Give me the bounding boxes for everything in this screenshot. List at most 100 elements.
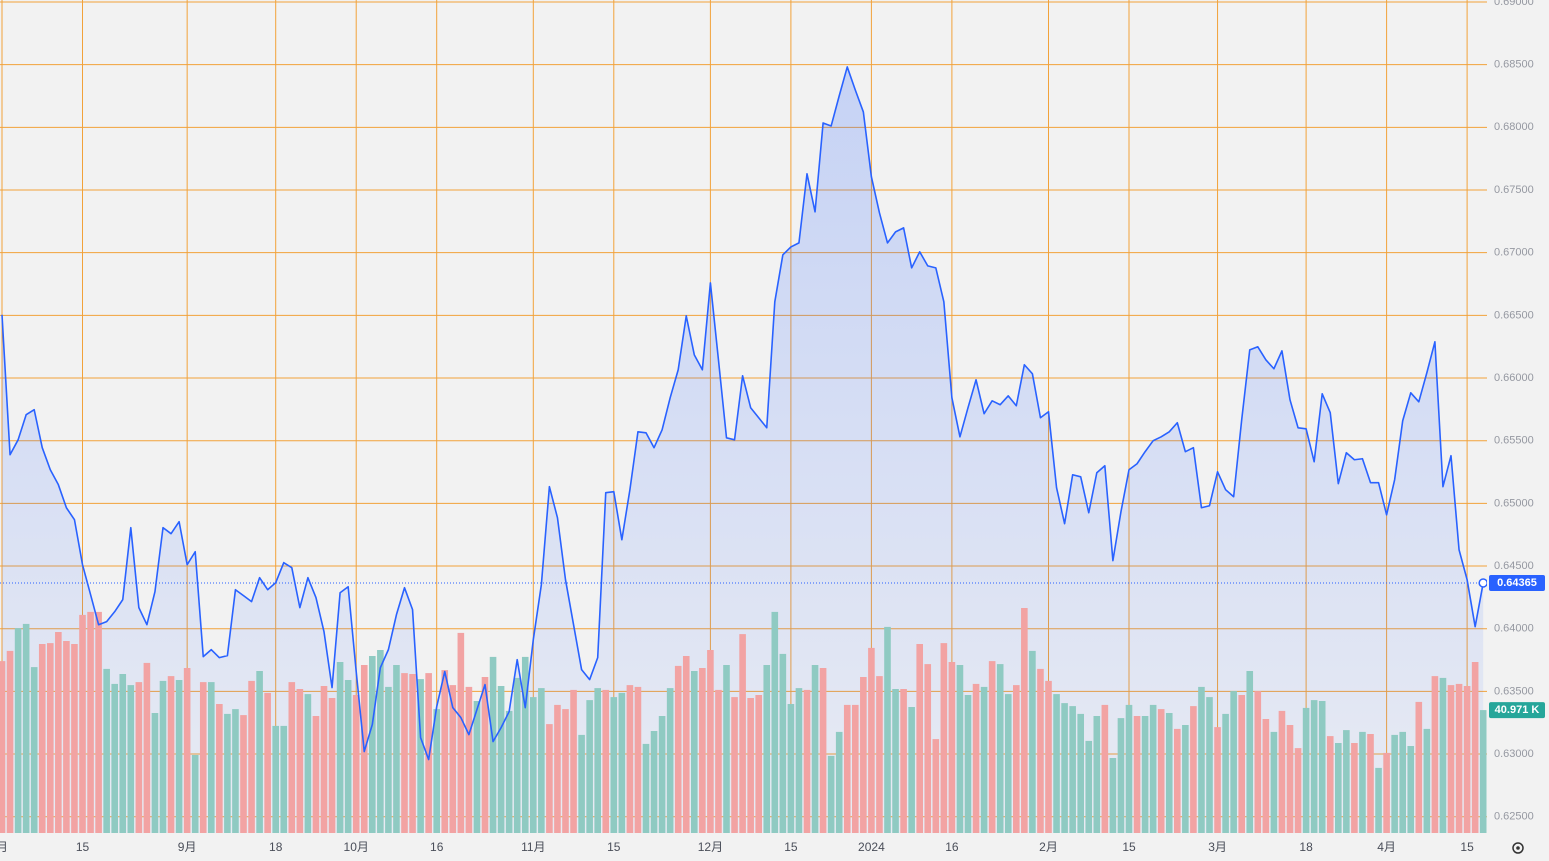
volume-bar bbox=[191, 755, 199, 833]
volume-bar bbox=[1206, 697, 1213, 833]
volume-bar bbox=[1262, 719, 1270, 833]
volume-bar bbox=[1415, 701, 1423, 833]
volume-bar bbox=[216, 704, 223, 833]
volume-bar bbox=[425, 673, 432, 833]
volume-bar bbox=[1479, 710, 1487, 833]
volume-bar bbox=[1278, 710, 1286, 833]
volume-bar bbox=[1359, 731, 1366, 833]
volume-bar bbox=[336, 662, 344, 833]
volume-bar bbox=[489, 656, 497, 833]
volume-bar bbox=[95, 611, 102, 833]
volume-bar bbox=[1198, 686, 1205, 833]
volume-bar bbox=[860, 677, 867, 833]
volume-bar bbox=[1246, 671, 1254, 833]
volume-bar bbox=[1069, 706, 1076, 833]
volume-bar bbox=[1463, 686, 1471, 833]
volume-bar bbox=[208, 682, 215, 833]
volume-bar bbox=[827, 755, 835, 833]
volume-bar bbox=[1174, 728, 1181, 833]
x-tick-label: 3月 bbox=[1208, 840, 1227, 854]
volume-bar bbox=[1141, 716, 1149, 833]
volume-bar bbox=[38, 644, 46, 833]
volume-bar bbox=[658, 716, 666, 833]
x-tick-label: 15 bbox=[1460, 840, 1474, 854]
volume-bar bbox=[111, 683, 118, 833]
x-tick-label: 月 bbox=[0, 840, 8, 854]
volume-bar bbox=[803, 689, 811, 833]
volume-bar bbox=[1399, 731, 1406, 833]
volume-bar bbox=[666, 688, 674, 833]
volume-bar bbox=[626, 685, 634, 833]
volume-bar bbox=[707, 650, 714, 833]
volume-bar bbox=[674, 665, 682, 833]
settings-icon[interactable] bbox=[1512, 842, 1524, 854]
volume-bar bbox=[771, 611, 779, 833]
volume-bar bbox=[586, 700, 593, 833]
volume-bar bbox=[1383, 752, 1390, 833]
volume-bar bbox=[1423, 728, 1431, 833]
y-tick-label: 0.64500 bbox=[1494, 560, 1534, 572]
volume-bar bbox=[377, 650, 384, 833]
volume-bar bbox=[940, 643, 948, 833]
volume-bar bbox=[868, 647, 875, 833]
volume-bar bbox=[755, 695, 762, 833]
volume-bar bbox=[1029, 650, 1036, 833]
volume-bar bbox=[119, 674, 127, 833]
volume-bar bbox=[151, 713, 159, 833]
volume-bar bbox=[682, 656, 690, 833]
volume-bar bbox=[14, 628, 22, 833]
volume-bar bbox=[819, 668, 827, 833]
volume-bar bbox=[1238, 695, 1245, 833]
volume-bar bbox=[199, 682, 207, 833]
volume-bar bbox=[1471, 662, 1479, 833]
volume-bar bbox=[232, 709, 239, 833]
volume-bar bbox=[602, 689, 610, 833]
volume-bar bbox=[1157, 709, 1165, 833]
volume-bar bbox=[143, 662, 151, 833]
volume-bar bbox=[1310, 700, 1318, 833]
volume-bar bbox=[441, 670, 449, 833]
volume-bar bbox=[538, 688, 545, 833]
volume-bar bbox=[1343, 730, 1350, 833]
volume-bar bbox=[352, 695, 360, 833]
volume-bar bbox=[876, 676, 883, 833]
volume-bar bbox=[1214, 727, 1221, 833]
y-tick-label: 0.63500 bbox=[1494, 685, 1534, 697]
volume-bar bbox=[513, 677, 521, 833]
volume-bar bbox=[570, 689, 577, 833]
volume-bar bbox=[1149, 704, 1157, 833]
volume-bar bbox=[715, 689, 722, 833]
volume-bar bbox=[1254, 691, 1262, 833]
volume-bar bbox=[578, 734, 585, 833]
volume-bar bbox=[1439, 677, 1447, 833]
volume-bar bbox=[1061, 703, 1068, 833]
volume-bar bbox=[521, 656, 529, 833]
volume-bar bbox=[1375, 767, 1382, 833]
volume-bar bbox=[55, 632, 62, 833]
x-tick-label: 15 bbox=[784, 840, 798, 854]
volume-bar bbox=[1045, 680, 1052, 833]
volume-bar bbox=[256, 671, 263, 833]
volume-bar bbox=[916, 644, 923, 833]
x-tick-label: 12月 bbox=[698, 840, 723, 854]
volume-bar bbox=[554, 704, 561, 833]
volume-bar bbox=[843, 704, 851, 833]
volume-bar bbox=[497, 686, 505, 833]
volume-bar bbox=[320, 686, 328, 833]
volume-bar bbox=[481, 677, 489, 833]
volume-bar bbox=[1335, 743, 1342, 833]
x-tick-label: 15 bbox=[1122, 840, 1136, 854]
x-tick-label: 16 bbox=[430, 840, 444, 854]
x-tick-label: 18 bbox=[269, 840, 283, 854]
volume-label-box bbox=[1489, 702, 1545, 719]
volume-bar bbox=[948, 662, 956, 833]
volume-bar bbox=[1318, 701, 1326, 833]
y-tick-label: 0.67500 bbox=[1494, 184, 1534, 196]
volume-bar bbox=[787, 704, 795, 833]
y-tick-label: 0.63000 bbox=[1494, 748, 1534, 760]
volume-bar bbox=[739, 634, 746, 833]
x-tick-label: 10月 bbox=[344, 840, 369, 854]
volume-bar bbox=[723, 665, 730, 833]
